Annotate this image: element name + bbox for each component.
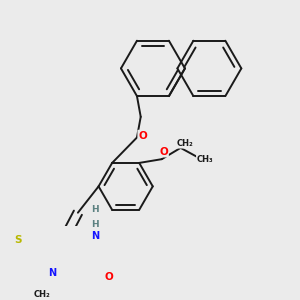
Text: S: S <box>14 235 22 245</box>
Text: N: N <box>91 231 99 241</box>
Text: O: O <box>159 147 168 157</box>
Text: H: H <box>91 205 99 214</box>
Text: N: N <box>49 268 57 278</box>
Text: CH₂: CH₂ <box>34 290 51 299</box>
Text: H: H <box>91 220 99 229</box>
Text: CH₃: CH₃ <box>197 155 213 164</box>
Text: O: O <box>105 272 114 282</box>
Text: CH₂: CH₂ <box>177 139 194 148</box>
Text: O: O <box>138 130 147 141</box>
